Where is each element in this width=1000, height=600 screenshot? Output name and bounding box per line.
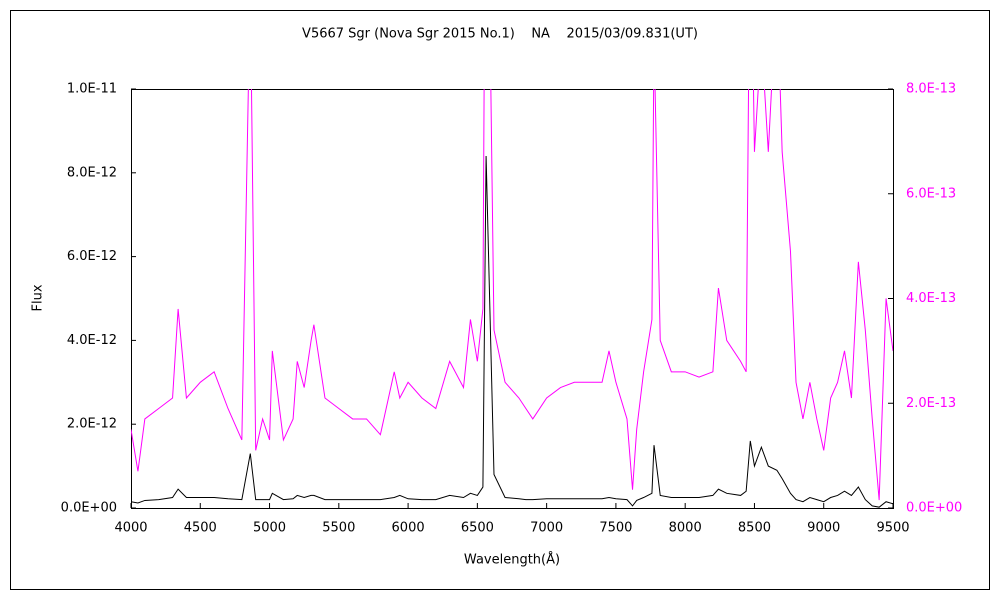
x-tick-label: 5500 <box>322 521 355 536</box>
x-tick-label: 7000 <box>530 521 563 536</box>
plot-frame <box>131 89 894 509</box>
y-tick-label: 2.0E-12 <box>67 417 117 432</box>
y-tick-label: 6.0E-12 <box>67 249 117 264</box>
x-tick-label: 9500 <box>876 521 909 536</box>
x-tick-label: 8000 <box>669 521 702 536</box>
frame <box>10 10 990 590</box>
y2-tick-label: 8.0E-13 <box>906 82 956 97</box>
y2-tick-label: 2.0E-13 <box>906 396 956 411</box>
x-tick-label: 8500 <box>738 521 771 536</box>
x-axis-label: Wavelength(Å) <box>464 552 560 568</box>
x-tick-label: 4500 <box>184 521 217 536</box>
x-tick-label: 6000 <box>392 521 425 536</box>
y-tick-label: 1.0E-11 <box>67 82 117 97</box>
y-tick-label: 8.0E-12 <box>67 165 117 180</box>
series-line <box>131 156 893 508</box>
y2-tick-label: 4.0E-13 <box>906 291 956 306</box>
x-tick-label: 4000 <box>114 521 147 536</box>
x-tick-label: 7500 <box>599 521 632 536</box>
x-tick-label: 6500 <box>461 521 494 536</box>
y-axis-label: Flux <box>31 284 46 311</box>
y-tick-label: 0.0E+00 <box>61 501 117 516</box>
plot-area <box>131 89 893 508</box>
x-tick-label: 9000 <box>807 521 840 536</box>
y-tick-label: 4.0E-12 <box>67 333 117 348</box>
x-tick-label: 5000 <box>253 521 286 536</box>
chart-title: V5667 Sgr (Nova Sgr 2015 No.1) NA 2015/0… <box>302 27 698 42</box>
y2-tick-label: 0.0E+00 <box>906 501 962 516</box>
y2-tick-label: 6.0E-13 <box>906 186 956 201</box>
series-line <box>131 89 893 501</box>
